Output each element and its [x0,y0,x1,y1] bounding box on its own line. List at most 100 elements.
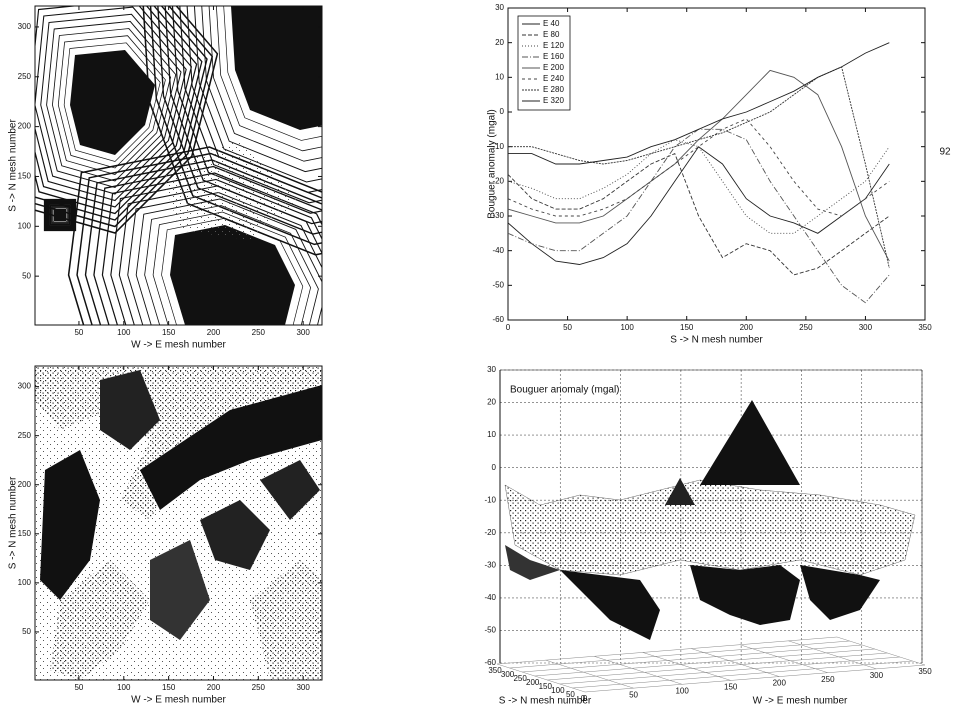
y-axis-label: Bouguer anomaly (mgal) [487,109,498,219]
x-axis-label: S -> N mesh number [670,335,763,346]
contour-line [48,203,72,227]
y-tick-label: 300 [18,22,32,31]
series-line [507,146,890,265]
stipple [160,140,300,240]
floor-grid [642,652,731,681]
x-tick-label: 150 [162,328,176,337]
y-tick-label: 100 [551,686,565,695]
y-tick-label: 250 [18,431,32,440]
contour-line [51,206,69,224]
legend-box [517,15,571,111]
contour-core [231,6,322,130]
floor-grid [496,663,586,693]
y-tick-label: 250 [18,72,32,81]
z-axis-label: Bouguer anomaly (mgal) [510,385,620,396]
contour-line [44,199,76,231]
x-axis-label: W -> E mesh number [131,695,226,706]
floor-grid [691,648,780,677]
floor-grid [584,664,926,693]
x-tick-label: 100 [620,323,634,332]
x-tick-label: 250 [799,323,813,332]
plot-frame [34,5,323,326]
x-tick-label: 150 [680,323,694,332]
y-tick-label: -50 [492,280,504,289]
floor-grid [739,644,828,673]
contour-line [179,6,322,204]
y-tick-label: 100 [18,221,32,230]
contour-line [193,6,322,183]
z-tick-label: -10 [484,495,496,504]
z-tick-label: -30 [484,560,496,569]
x-axis-label: W -> E mesh number [753,696,848,706]
x-tick-label: 200 [207,328,221,337]
contour-image [35,6,322,325]
x-tick-label: 50 [563,323,572,332]
y-axis-label: S -> N mesh number [8,476,19,569]
floor-grid [836,636,926,666]
floor-grid [559,656,900,685]
y-tick-label: 300 [18,382,32,391]
y-tick-label: 10 [495,72,504,81]
x-tick-label: 300 [859,323,873,332]
y-tick-label: 20 [495,38,504,47]
series-line [508,42,890,165]
legend-label: E 40 [543,19,560,28]
contour-line [157,6,322,235]
x-tick-label: 100 [675,686,689,695]
legend-label: E 320 [543,96,564,105]
y-axis-label: S -> N mesh number [499,696,592,706]
z-tick-label: 10 [487,430,496,439]
floor-grid [547,652,888,681]
floor-grid [534,648,875,677]
y-tick-label: 0 [500,107,505,116]
y-tick-label: 200 [18,122,32,131]
z-tick-label: -50 [484,626,496,635]
contour-core [70,50,155,155]
z-tick-label: 0 [492,463,497,472]
contour-line [46,20,177,182]
y-tick-label: 100 [18,578,32,587]
y-tick-label: 200 [526,678,540,687]
plot-frame [34,365,323,681]
legend-label: E 240 [543,74,564,83]
contour-line [63,42,161,162]
contour-line [57,35,166,169]
series-line [507,139,890,234]
contour-line [215,6,322,152]
z-tick-label: -20 [484,528,496,537]
x-tick-label: 300 [296,683,310,692]
contour-line [50,205,70,225]
y-axis-label: S -> N mesh number [8,119,19,212]
x-tick-label: 350 [918,323,932,332]
legend-label: E 280 [543,85,564,94]
x-tick-label: 250 [252,683,266,692]
contour-line [47,202,73,228]
x-tick-label: 150 [162,683,176,692]
y-tick-label: -60 [492,315,504,324]
margin-note: 92 [939,147,951,158]
y-tick-label: 50 [22,627,31,636]
contour-core [54,209,66,221]
x-tick-label: 200 [773,679,787,688]
contour-line [35,6,219,234]
floor-grid [509,640,850,669]
contour-line [49,204,71,226]
x-tick-label: 0 [583,694,588,703]
x-tick-label: 50 [74,328,83,337]
z-tick-label: 20 [487,398,496,407]
y-tick-label: -30 [492,211,504,220]
legend-label: E 120 [543,41,564,50]
y-tick-label: 50 [22,271,31,280]
contour-core [170,225,295,325]
floor-grid [788,640,877,670]
y-tick-label: 150 [539,682,553,691]
legend-label: E 200 [543,63,564,72]
y-tick-label: -10 [492,142,504,151]
legend-label: E 160 [543,52,564,61]
x-tick-label: 50 [74,683,83,692]
y-tick-label: 150 [18,529,32,538]
contour-line [52,207,68,223]
x-tick-label: 200 [740,323,754,332]
z-tick-label: -60 [484,658,496,667]
contour-line [46,201,74,229]
